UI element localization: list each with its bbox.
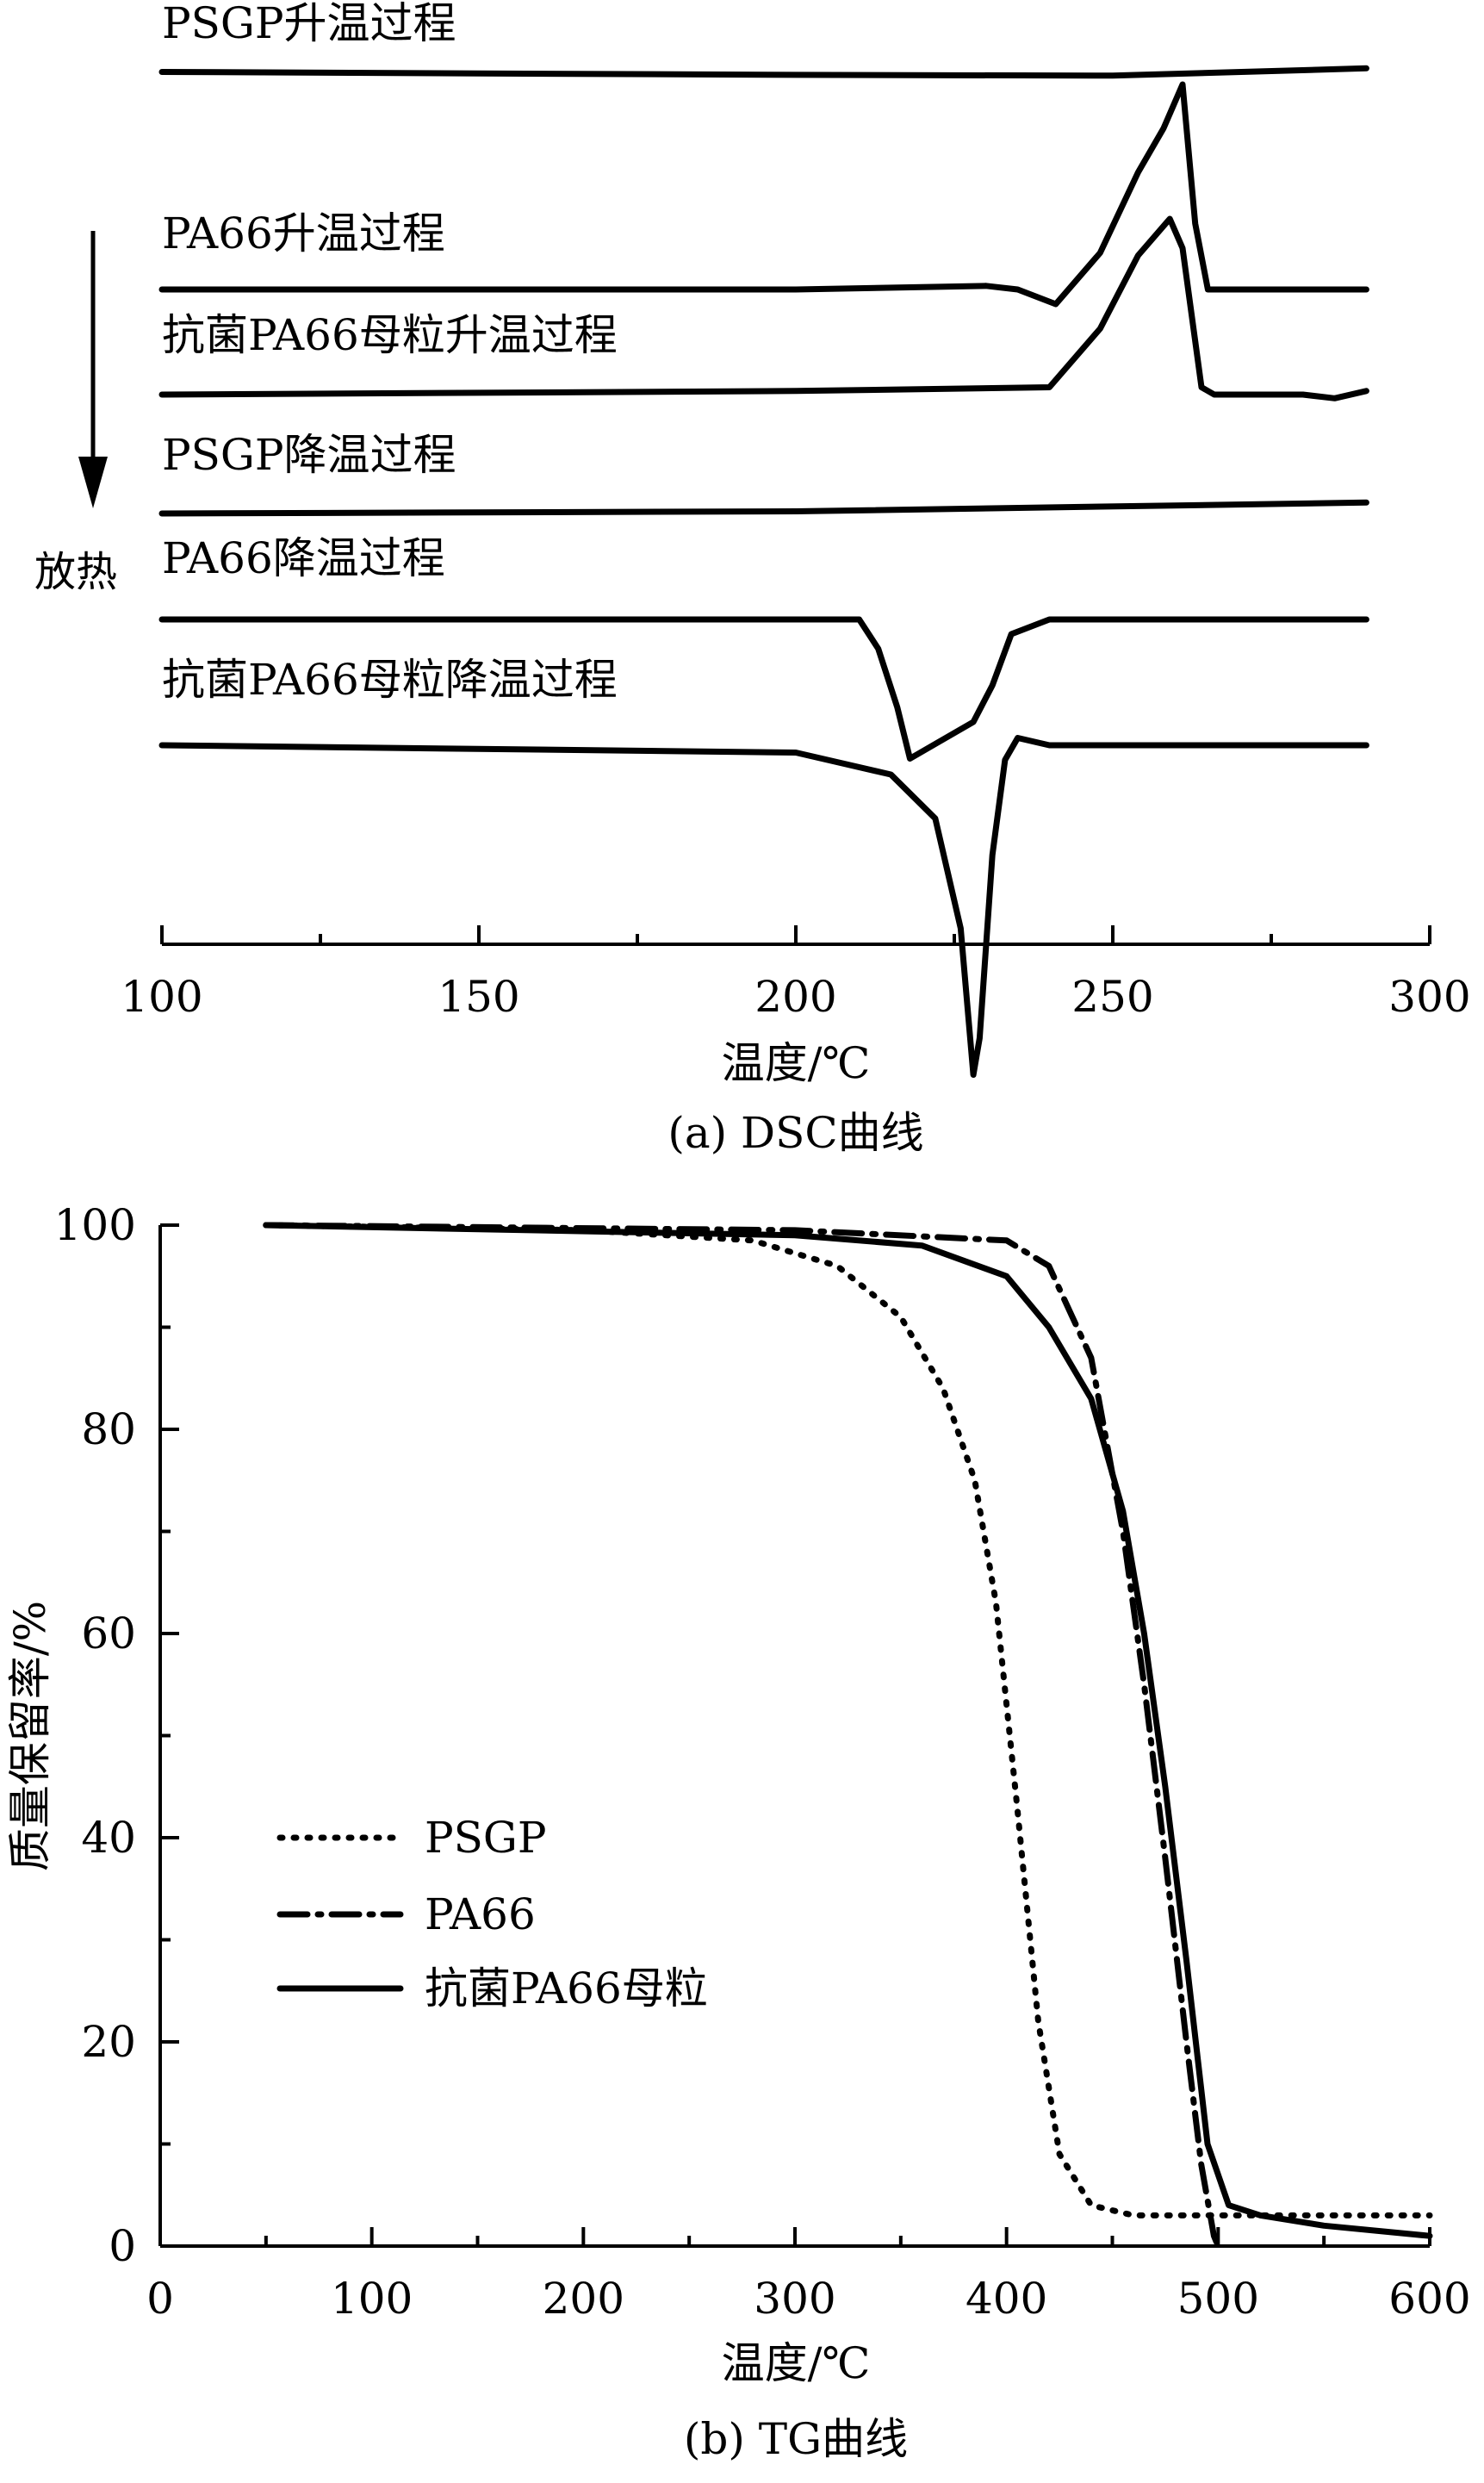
tg-x-axis-title: 温度/℃ [722, 2338, 871, 2388]
dsc-curve-4 [158, 499, 1369, 517]
tg-y-tick-label-4: 80 [81, 1404, 136, 1454]
dsc-curve-2 [158, 81, 1369, 308]
tg-x-tick-label-6: 600 [1388, 2274, 1470, 2324]
tg-y-tick-label-1: 20 [81, 2017, 136, 2067]
tg-caption: (b) TG曲线 [684, 2414, 908, 2464]
tg-y-tick-label-0: 0 [109, 2221, 136, 2271]
tg-legend-label-2: PA66 [425, 1889, 536, 1939]
dsc-curves [158, 65, 1369, 1078]
dsc-panel: 100 150 200 250 300 PSGP升温过程 PA66升温过程抗菌PA66母粒… [34, 0, 1471, 1158]
tg-curves [263, 1222, 1433, 2250]
dsc-x-ticks: 100 150 200 250 300 [121, 925, 1471, 1022]
tg-x-ticks: 0 100 200 300 400 500 600 [146, 2227, 1471, 2324]
tg-curve-3 [263, 1222, 1433, 2239]
exotherm-arrow-head [78, 457, 108, 508]
tg-x-tick-label-1: 100 [331, 2274, 413, 2324]
tg-y-tick-label-2: 40 [81, 1813, 136, 1863]
dsc-caption: (a) DSC曲线 [667, 1108, 923, 1158]
dsc-curve-label-4: PSGP降温过程 [162, 430, 456, 480]
tg-y-axis-title: 质量保留率/% [5, 1601, 55, 1871]
tg-curve-2 [263, 1222, 1221, 2250]
tg-x-tick-label-3: 300 [754, 2274, 835, 2324]
dsc-curve-label-5: PA66降温过程 [162, 533, 445, 583]
tg-y-tick-label-3: 60 [81, 1609, 136, 1658]
dsc-curve-1 [158, 65, 1369, 79]
dsc-curve-label-6: 抗菌PA66母粒降温过程 [162, 655, 618, 705]
dsc-x-tick-label-0: 100 [121, 972, 202, 1022]
tg-x-tick-label-5: 500 [1177, 2274, 1259, 2324]
tg-panel: 0 100 200 300 400 500 600 0 20 40 60 80 100 PSGP PA6… [5, 1200, 1471, 2464]
dsc-x-tick-label-1: 150 [438, 972, 519, 1022]
tg-legend: PSGP PA66 抗菌PA66母粒 [276, 1813, 708, 2013]
tg-legend-label-3: 抗菌PA66母粒 [425, 1963, 708, 2013]
tg-x-tick-label-0: 0 [146, 2274, 174, 2324]
dsc-curve-label-2: PA66升温过程 [162, 208, 445, 258]
dsc-curve-5 [158, 616, 1369, 762]
tg-y-tick-label-5: 100 [54, 1200, 136, 1250]
tg-x-tick-label-4: 400 [966, 2274, 1047, 2324]
tg-legend-label-1: PSGP [425, 1813, 546, 1863]
tg-x-tick-label-2: 200 [543, 2274, 624, 2324]
dsc-curve-3 [158, 215, 1369, 401]
dsc-curve-6 [158, 735, 1369, 1078]
exotherm-label: 放热 [34, 548, 117, 596]
dsc-x-tick-label-3: 250 [1071, 972, 1153, 1022]
dsc-curve-label-3: 抗菌PA66母粒升温过程 [162, 310, 618, 360]
tg-curve-1 [263, 1222, 1433, 2219]
dsc-x-tick-label-2: 200 [754, 972, 836, 1022]
dsc-x-tick-label-4: 300 [1388, 972, 1470, 1022]
dsc-x-axis-title: 温度/℃ [722, 1038, 871, 1088]
dsc-curve-label-1: PSGP升温过程 [162, 0, 456, 48]
tg-y-ticks: 0 20 40 60 80 100 [54, 1200, 179, 2271]
